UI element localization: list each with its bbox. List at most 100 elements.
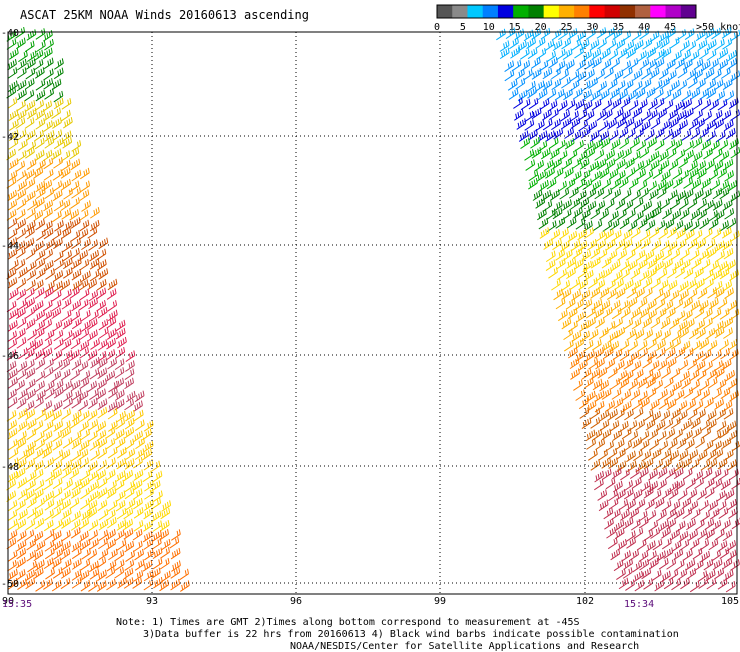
colorbar-segment: [528, 5, 545, 18]
wind-barb-row: [7, 367, 135, 383]
wind-barb-row: [538, 217, 737, 233]
wind-barb-row: [8, 137, 82, 152]
note-line-3: NOAA/NESDIS/Center for Satellite Applica…: [290, 641, 640, 652]
colorbar-label: 40: [638, 22, 650, 33]
wind-barb-row: [6, 86, 64, 103]
wind-barb-row: [585, 427, 738, 443]
wind-barb-row: [545, 247, 734, 263]
wind-barb-row: [7, 67, 64, 81]
wind-barb-row: [8, 456, 161, 473]
wind-barb-row: [8, 446, 153, 462]
wind-barb-row: [504, 66, 740, 83]
wind-barb-row: [535, 197, 733, 213]
longitude-tick-label: 90: [2, 596, 14, 607]
wind-barb-row: [6, 147, 80, 162]
wind-barb-row: [8, 107, 71, 122]
note-line-2: 3)Data buffer is 22 hrs from 20160613 4)…: [143, 629, 679, 640]
wind-barb-row: [7, 247, 107, 263]
wind-barb-row: [8, 286, 117, 302]
left-swath-time: 15:35: [2, 599, 33, 610]
latitude-tick-label: -50: [1, 579, 19, 590]
colorbar-segment: [543, 5, 560, 18]
wind-barb-row: [553, 287, 734, 302]
wind-barb-row: [7, 396, 143, 413]
latitude-tick-label: -42: [1, 132, 19, 143]
wind-barb-row: [6, 487, 163, 503]
colorbar-label: 5: [460, 22, 466, 33]
longitude-tick-label: 99: [434, 596, 446, 607]
wind-barb-row: [8, 377, 135, 393]
wind-barb-row: [618, 577, 736, 593]
wind-barb-row: [6, 357, 135, 373]
wind-barb-row: [557, 306, 740, 323]
wind-barb-row: [607, 537, 737, 552]
wind-barb-row: [513, 97, 739, 112]
wind-barb-row: [7, 336, 127, 352]
wind-barb-row: [578, 397, 733, 413]
colorbar-segment: [665, 5, 682, 18]
wind-barb-row: [7, 386, 145, 403]
wind-barb-row: [537, 206, 735, 223]
wind-barb-row: [8, 567, 189, 583]
map-frame: [7, 31, 738, 595]
wind-barb-row: [499, 46, 737, 63]
wind-barb-row: [507, 77, 733, 93]
note-line-1: Note: 1) Times are GMT 2)Times along bot…: [116, 617, 580, 628]
longitude-tick-label: 105: [721, 596, 739, 607]
colorbar-segment: [680, 5, 697, 18]
wind-barb-row: [6, 346, 136, 363]
wind-barb-row: [7, 426, 152, 443]
wind-barb-row: [8, 257, 107, 273]
wind-barb-row: [8, 47, 53, 63]
wind-barb-row: [594, 467, 739, 483]
latitude-tick-label: -46: [1, 351, 19, 362]
colorbar-segment: [604, 5, 621, 18]
wind-barb-row: [561, 317, 734, 333]
wind-barb-row: [7, 417, 154, 433]
wind-barb-row: [570, 367, 735, 383]
map-title: ASCAT 25KM NOAA Winds 20160613 ascending: [20, 8, 309, 22]
wind-barb-row: [545, 256, 736, 273]
wind-barb-row: [616, 567, 734, 583]
colorbar-label: 15: [509, 22, 521, 33]
wind-barb-row: [8, 129, 72, 142]
wind-barb-row: [8, 306, 118, 322]
wind-barb-row: [604, 516, 740, 533]
wind-barb-row: [563, 337, 738, 353]
wind-barb-row: [610, 547, 737, 563]
wind-barb-row: [7, 316, 126, 332]
wind-barb-row: [525, 157, 734, 173]
wind-barb-row: [606, 527, 733, 543]
wind-barb-row: [7, 507, 171, 523]
wind-barb-row: [613, 557, 740, 573]
colorbar-segment: [574, 5, 590, 18]
wind-barb-row: [7, 527, 181, 543]
wind-barb-row: [6, 407, 144, 423]
latitude-tick-label: -40: [1, 28, 19, 39]
colorbar-segment: [452, 5, 468, 18]
wind-barb-row: [7, 197, 91, 212]
wind-barb-row: [6, 536, 180, 553]
colorbar-segment: [650, 5, 667, 18]
wind-barb-row: [6, 266, 109, 283]
wind-barb-row: [7, 437, 154, 453]
colorbar-label: 35: [612, 22, 624, 33]
wind-barb-row: [528, 167, 734, 183]
colorbar-segment: [482, 5, 499, 18]
longitude-tick-label: 96: [290, 596, 302, 607]
latitude-tick-label: -48: [1, 462, 19, 473]
colorbar-segment: [497, 5, 514, 18]
wind-barb-row: [7, 187, 90, 203]
wind-barb-row: [508, 87, 735, 102]
wind-barb-row: [9, 117, 73, 132]
wind-barb-row: [573, 377, 738, 392]
wind-barb-row: [528, 177, 738, 193]
colorbar-label: 20: [535, 22, 547, 33]
wind-barb-row: [603, 507, 738, 523]
wind-barb-row: [586, 437, 740, 453]
colorbar-label: 45: [664, 22, 676, 33]
right-swath-wind-barbs: [496, 27, 740, 593]
wind-barb-row: [7, 227, 98, 242]
latitude-labels: -40 -42 -44 -46 -48 -50: [1, 28, 19, 590]
wind-barb-row: [551, 277, 732, 293]
